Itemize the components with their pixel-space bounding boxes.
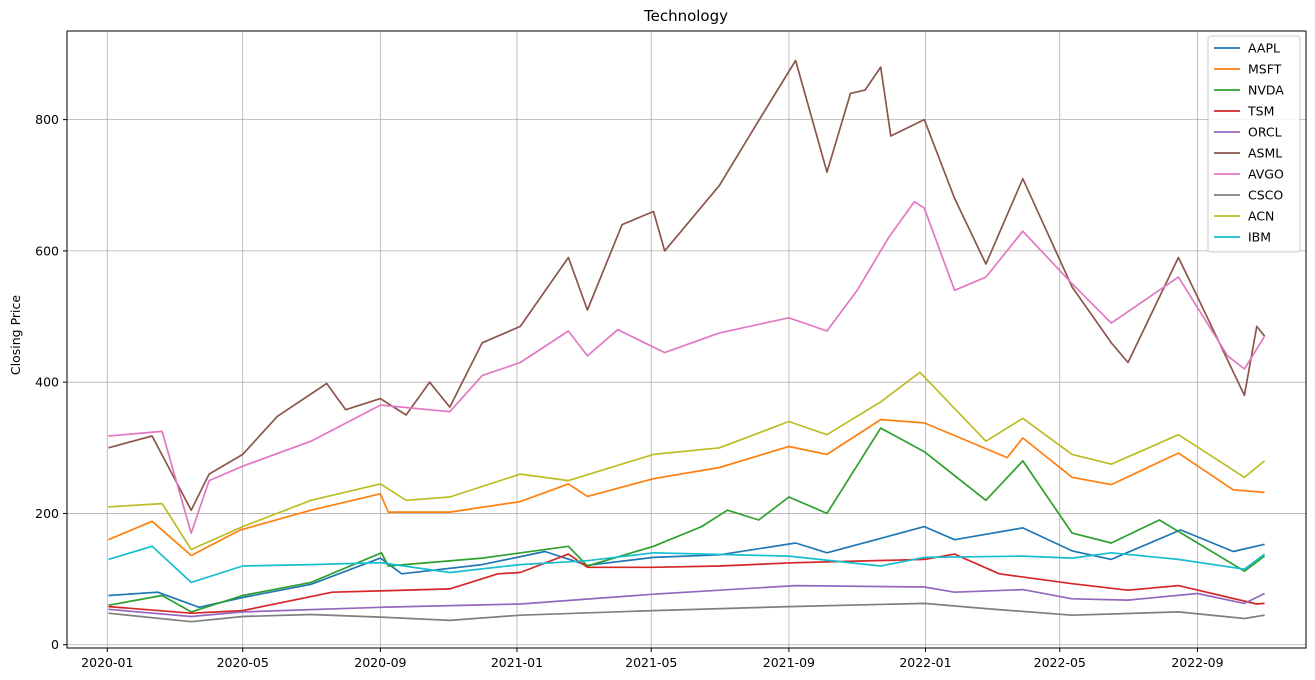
chart-title: Technology: [643, 7, 728, 25]
y-tick-label: 0: [51, 637, 59, 652]
x-tick-label: 2021-05: [625, 655, 677, 670]
grid: [67, 31, 1306, 648]
x-tick-label: 2020-01: [81, 655, 133, 670]
series-lines: [108, 59, 1266, 623]
legend-label-csco: CSCO: [1248, 188, 1283, 203]
y-tick-label: 800: [35, 112, 59, 127]
y-axis-label: Closing Price: [8, 295, 23, 375]
legend-label-acn: ACN: [1248, 209, 1274, 224]
x-tick-label: 2020-05: [217, 655, 269, 670]
legend: AAPL MSFT NVDA TSM ORCL ASML AVGO CSCO ACN IBM: [1207, 35, 1301, 253]
axis-ticks: 2020-01 2020-05 2020-09 2021-01 2021-05 2021-…: [35, 112, 1223, 670]
legend-label-asml: ASML: [1248, 146, 1282, 161]
series-line-csco: [108, 602, 1265, 623]
plot-area: [66, 30, 1307, 649]
legend-label-avgo: AVGO: [1248, 167, 1284, 182]
legend-label-tsm: TSM: [1247, 104, 1274, 119]
y-tick-label: 600: [35, 243, 59, 258]
legend-label-aapl: AAPL: [1248, 41, 1280, 56]
y-tick-label: 200: [35, 506, 59, 521]
x-tick-label: 2022-09: [1171, 655, 1223, 670]
legend-label-orcl: ORCL: [1248, 125, 1282, 140]
x-tick-label: 2022-01: [899, 655, 951, 670]
series-line-orcl: [108, 584, 1265, 618]
legend-label-nvda: NVDA: [1248, 83, 1284, 98]
x-tick-label: 2021-09: [763, 655, 815, 670]
series-line-avgo: [108, 200, 1266, 534]
series-line-tsm: [108, 553, 1265, 615]
x-tick-label: 2021-01: [491, 655, 543, 670]
y-tick-label: 400: [35, 375, 59, 390]
legend-label-msft: MSFT: [1248, 62, 1282, 77]
series-line-nvda: [108, 427, 1266, 613]
x-tick-label: 2022-05: [1034, 655, 1086, 670]
legend-label-ibm: IBM: [1248, 230, 1271, 245]
series-line-acn: [108, 371, 1266, 551]
series-line-asml: [108, 59, 1266, 512]
x-tick-label: 2020-09: [354, 655, 406, 670]
series-line-ibm: [108, 545, 1266, 584]
series-line-msft: [108, 418, 1265, 557]
